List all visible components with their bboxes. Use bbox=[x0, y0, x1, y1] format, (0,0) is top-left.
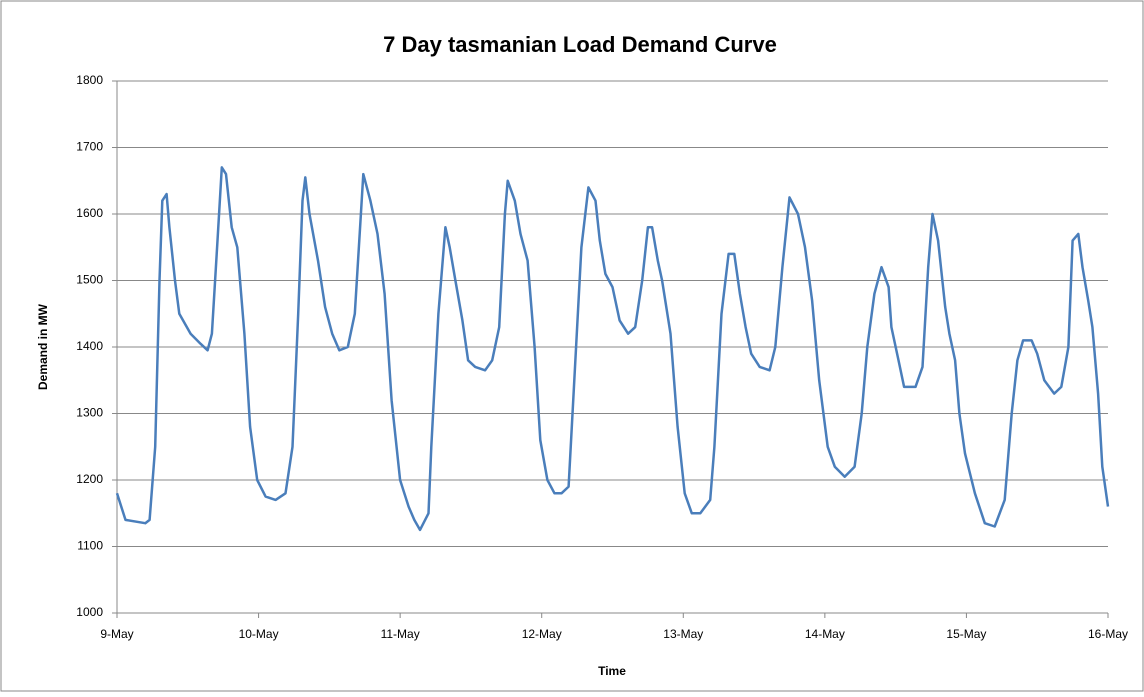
y-tick-label: 1500 bbox=[76, 273, 103, 287]
x-tick-label: 12-May bbox=[522, 627, 562, 641]
x-tick-label: 11-May bbox=[381, 627, 420, 641]
y-tick-label: 1300 bbox=[76, 406, 103, 420]
x-tick-label: 13-May bbox=[663, 627, 703, 641]
x-tick-label: 9-May bbox=[100, 627, 133, 641]
y-tick-label: 1000 bbox=[76, 605, 103, 619]
y-tick-label: 1100 bbox=[77, 539, 103, 553]
y-tick-label: 1700 bbox=[76, 140, 103, 154]
y-axis-title: Demand in MW bbox=[36, 303, 50, 390]
data-line bbox=[115, 166, 1110, 532]
y-tick-label: 1200 bbox=[76, 472, 103, 486]
x-tick-label: 10-May bbox=[239, 627, 279, 641]
x-tick-label: 15-May bbox=[946, 627, 986, 641]
y-tick-label: 1800 bbox=[76, 73, 103, 87]
y-tick-label: 1600 bbox=[76, 206, 103, 220]
chart-title: 7 Day tasmanian Load Demand Curve bbox=[383, 32, 777, 57]
x-axis-title: Time bbox=[598, 664, 626, 678]
x-tick-label: 16-May bbox=[1088, 627, 1128, 641]
y-tick-label: 1400 bbox=[76, 339, 103, 353]
x-tick-label: 14-May bbox=[805, 627, 845, 641]
